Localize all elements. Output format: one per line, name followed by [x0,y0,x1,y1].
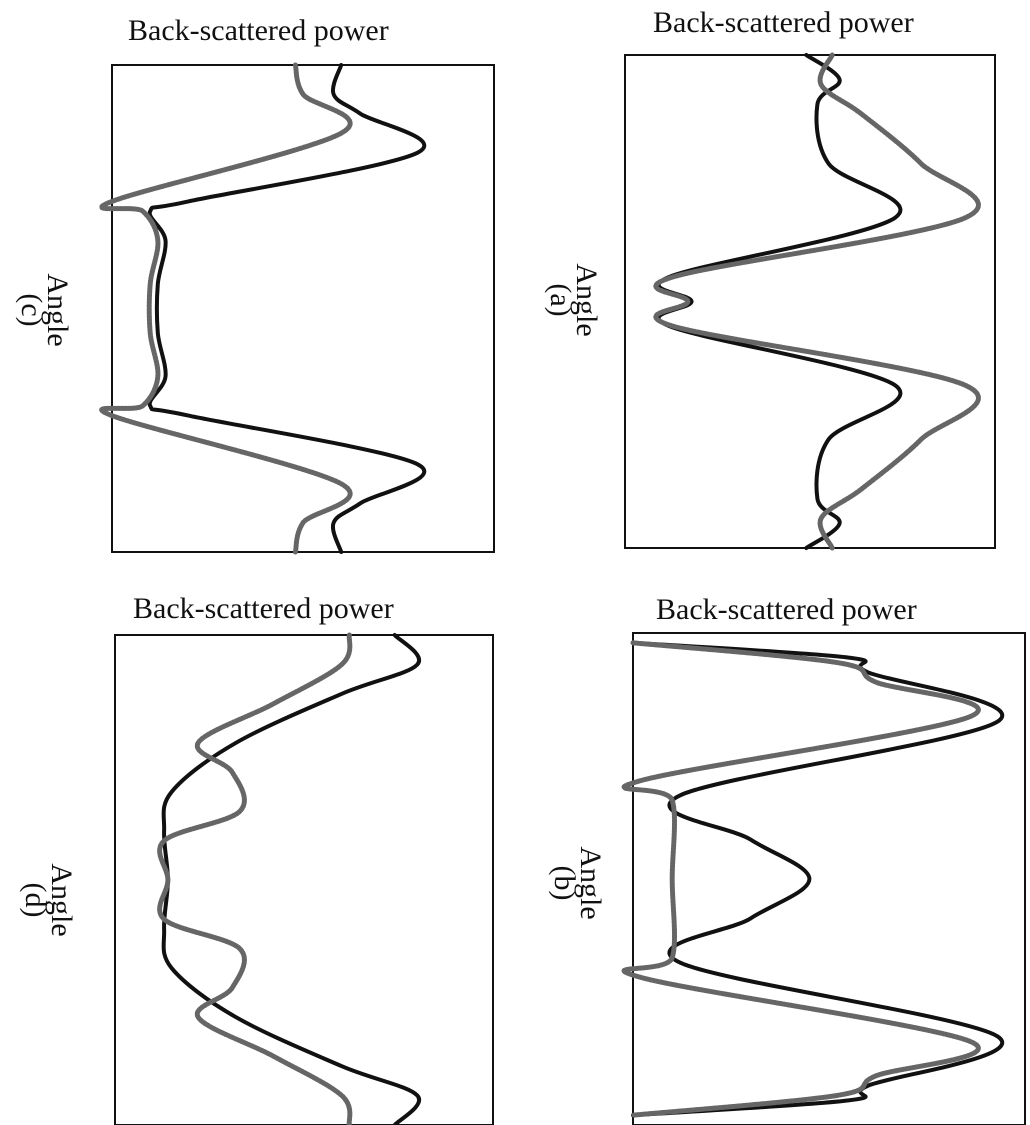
panel-b-title: Back-scattered power [656,593,917,626]
panel-b-plot [621,632,1026,1125]
panel-d-series-dashed [157,632,353,1125]
panel-b-series-dashed [621,640,981,1118]
panel-d-series-solid [161,633,422,1125]
panel-a-plot [624,52,996,551]
panel-a-series-dashed [653,52,981,551]
panel-c-frame [111,64,495,553]
panel-b-frame [632,632,1026,1125]
panel-d-title: Back-scattered power [133,592,394,625]
panel-c-series-solid [147,63,427,554]
panel-c-title: Back-scattered power [128,14,389,47]
panel-a-series-solid [656,53,903,550]
panel-a-frame [624,54,996,549]
panel-d-plot [114,632,494,1125]
panel-c-series-dashed [99,62,353,555]
panel-b-series-solid [631,640,1004,1118]
panel-a-title: Back-scattered power [653,6,914,39]
panel-d-frame [114,634,494,1125]
panel-c-plot [99,62,495,555]
